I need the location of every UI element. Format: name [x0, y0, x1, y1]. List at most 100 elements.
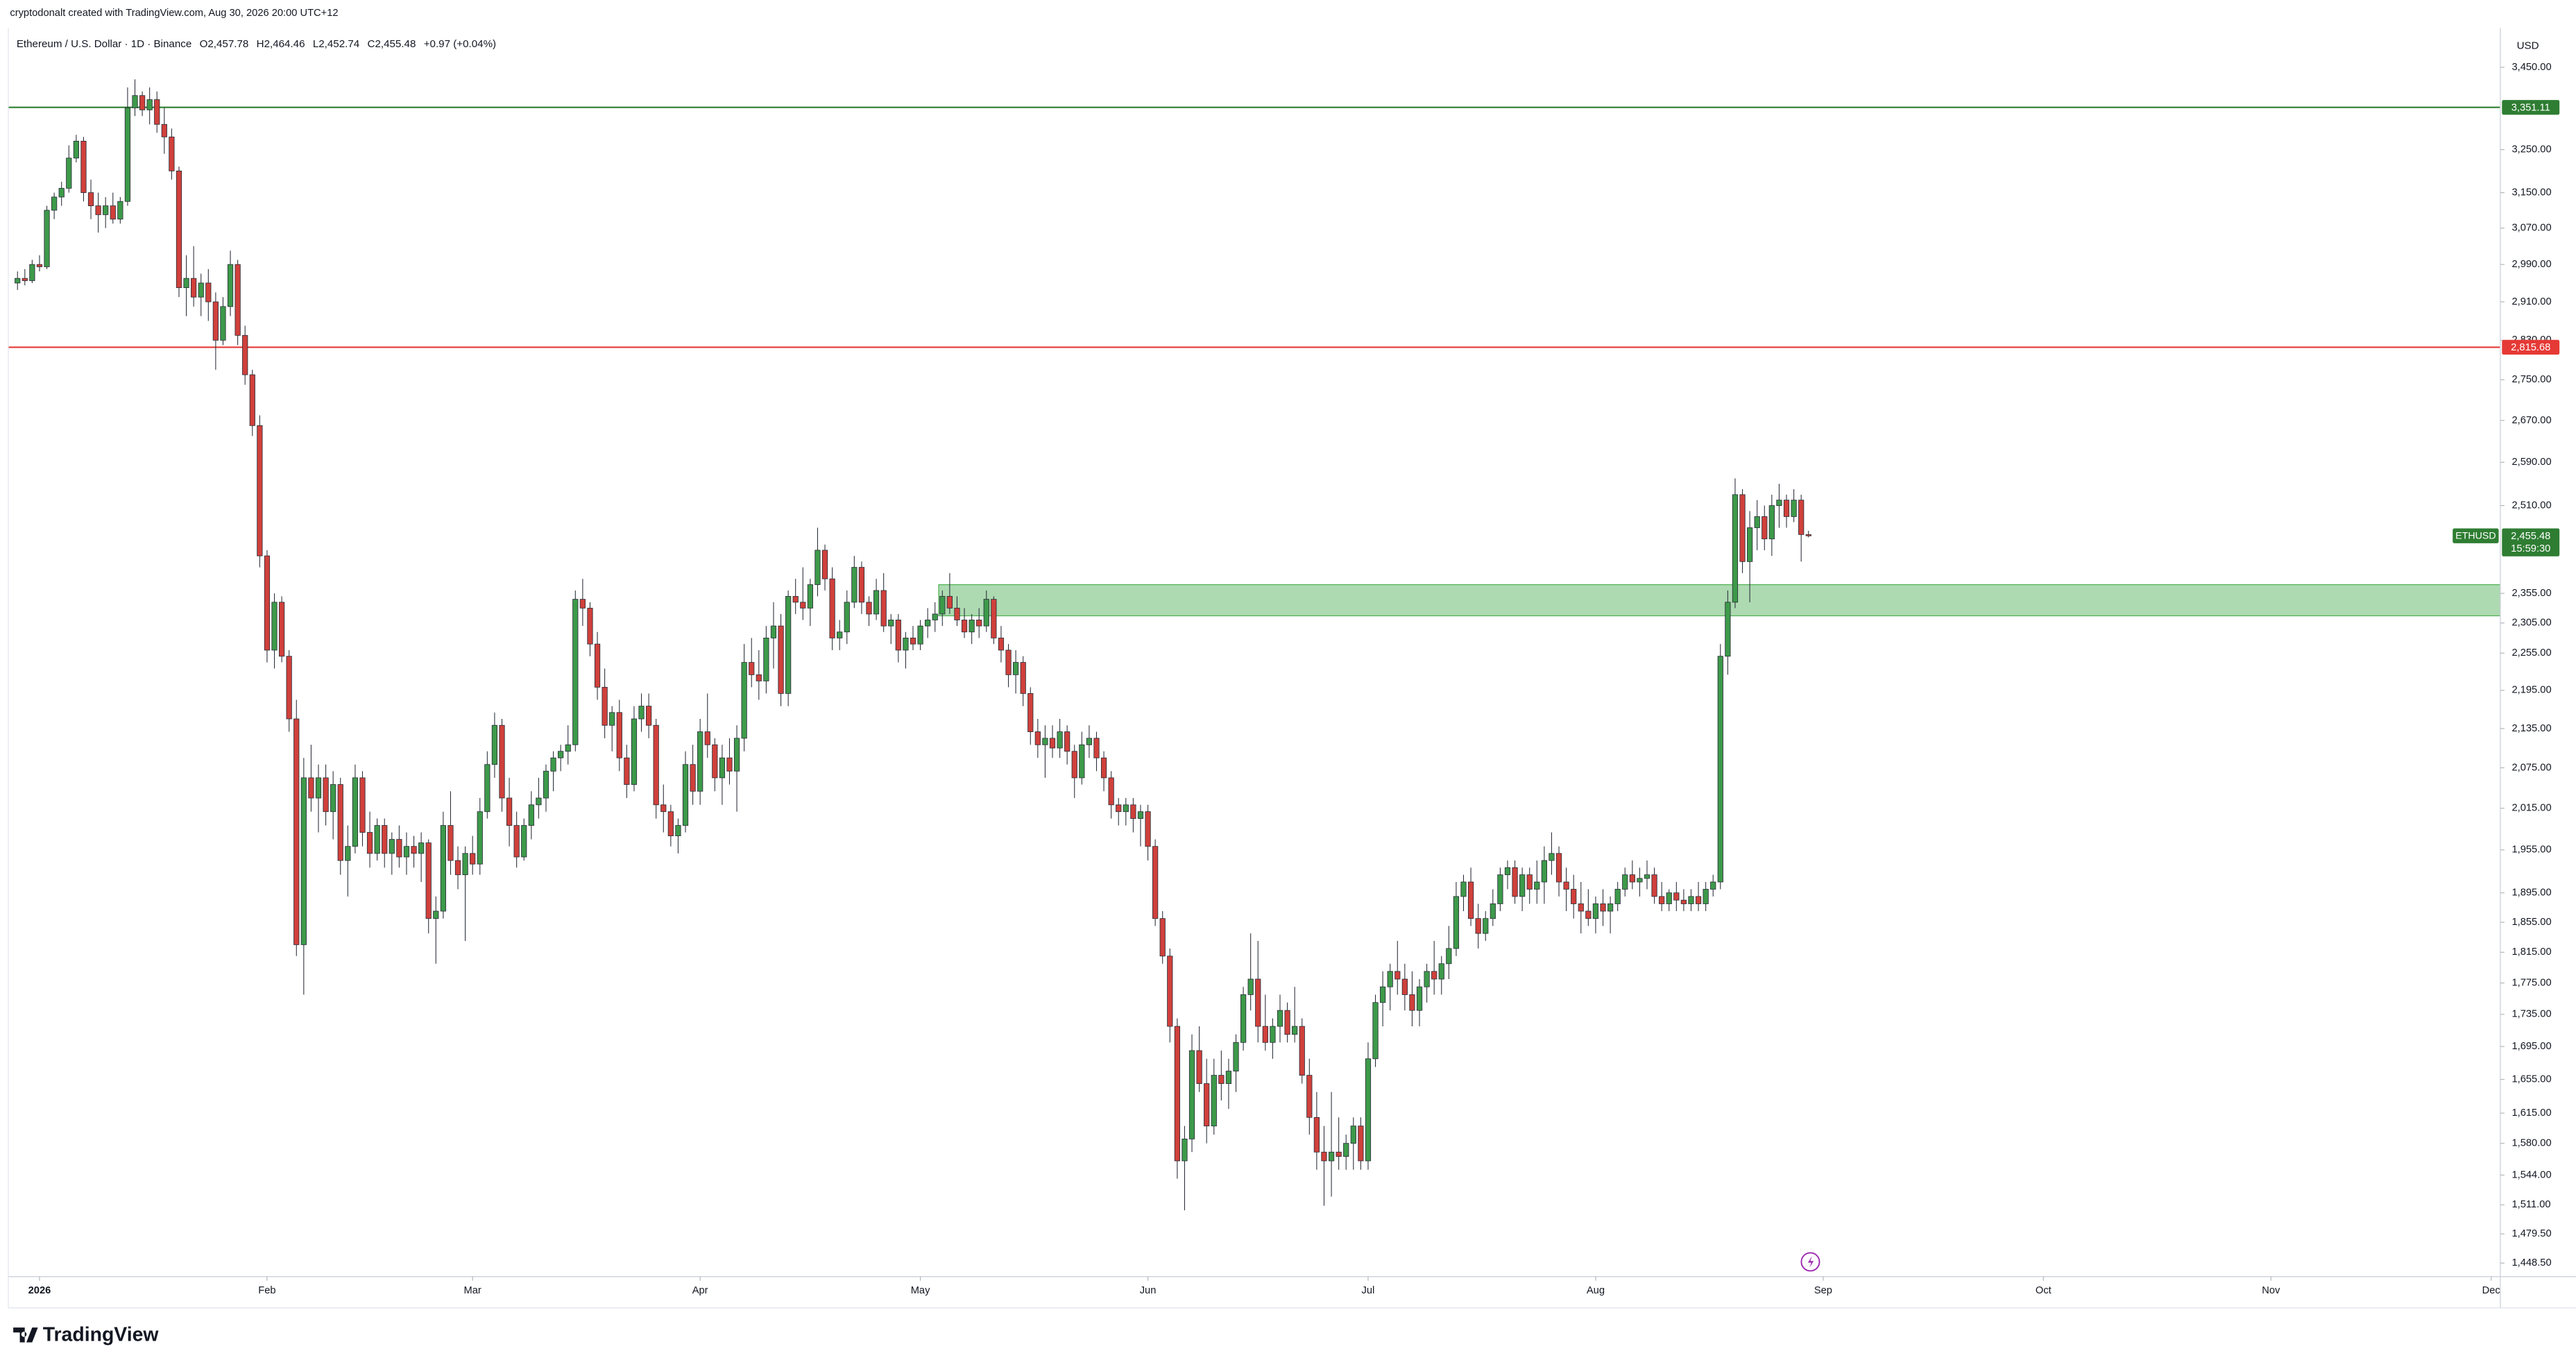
candle-body [1585, 910, 1592, 919]
candle-body [741, 662, 747, 739]
candle-body [1592, 903, 1599, 919]
candle-body [1805, 534, 1811, 536]
candle-body [1490, 903, 1496, 919]
candle-body [257, 425, 263, 557]
candle-body [484, 764, 491, 813]
candle-body [176, 170, 182, 289]
candle-body [1629, 874, 1635, 883]
y-tick-label: 1,544.00 [2512, 1169, 2552, 1180]
candle-body [954, 607, 960, 620]
candle-body [278, 602, 285, 657]
attribution: cryptodonalt created with TradingView.co… [10, 8, 338, 19]
candle-body [1145, 811, 1151, 847]
candle-body [1204, 1083, 1210, 1127]
candle-body [1137, 811, 1144, 820]
candle-body [249, 374, 255, 426]
candle-body [1255, 978, 1261, 1027]
candle-body [521, 825, 527, 858]
candle-body [991, 599, 997, 638]
candle-body [653, 724, 659, 806]
candle-body [1116, 804, 1122, 813]
candle-body [1695, 896, 1702, 904]
candle-body [536, 797, 542, 806]
candle-body [1057, 731, 1063, 749]
candle-body [1519, 874, 1526, 897]
candle-body [352, 777, 359, 847]
candle-body [1387, 971, 1393, 987]
candle-body [1196, 1050, 1202, 1084]
candle-body [917, 625, 923, 645]
event-bolt [1807, 1256, 1814, 1268]
y-tick-label: 2,015.00 [2512, 803, 2552, 814]
candle-body [1306, 1075, 1313, 1118]
candle-body [594, 643, 601, 688]
candle-body [382, 825, 388, 854]
support-zone [938, 584, 2501, 617]
candle-body [1416, 986, 1423, 1011]
candle-body [73, 140, 79, 159]
candle-body [1027, 693, 1034, 732]
candle-body [792, 595, 799, 603]
candle-body [1637, 878, 1643, 883]
candle-body [1401, 978, 1408, 995]
candle-body [264, 555, 271, 651]
candle-body [866, 602, 872, 615]
candle-body [903, 638, 909, 651]
candle-body [1188, 1050, 1195, 1139]
candle-body [36, 264, 43, 267]
candle-body [719, 757, 726, 779]
candle-body [1292, 1026, 1298, 1035]
candle-body [851, 567, 858, 603]
candle-body [1336, 1151, 1342, 1157]
candle-body [300, 777, 307, 945]
candle-body [1798, 500, 1805, 535]
y-tick-label: 1,695.00 [2512, 1041, 2552, 1052]
y-tick-label: 2,255.00 [2512, 647, 2552, 659]
candle-body [1526, 874, 1533, 890]
y-tick-label: 1,735.00 [2512, 1009, 2552, 1020]
candle-body [132, 95, 138, 108]
y-tick-label: 2,510.00 [2512, 500, 2552, 511]
candle-body [910, 638, 916, 645]
candle-body [528, 804, 534, 826]
symbol-title: Ethereum / U.S. Dollar · 1D · Binance [17, 38, 191, 50]
x-tick-label: Oct [2036, 1285, 2052, 1296]
x-tick-label: 2026 [28, 1285, 51, 1296]
candle-body [829, 578, 835, 638]
candle-body [1182, 1138, 1188, 1162]
candle-body [888, 620, 894, 627]
candle-body [198, 282, 204, 298]
level-price-box [2502, 339, 2560, 355]
candle-body [814, 550, 821, 585]
candle-body [1284, 1010, 1290, 1035]
candle-body [1071, 751, 1077, 779]
candle-body [1563, 881, 1569, 890]
candle-body [638, 706, 645, 720]
candle-body [1549, 853, 1555, 861]
candle-body [1152, 846, 1159, 919]
candle-body [66, 158, 72, 189]
candle-body [1086, 738, 1093, 745]
candle-body [403, 846, 410, 858]
candle-body [440, 825, 446, 912]
candle-body [565, 744, 571, 752]
candle-body [1365, 1058, 1372, 1162]
candle-body [146, 99, 153, 110]
candle-body [103, 205, 109, 215]
y-tick-label: 1,815.00 [2512, 946, 2552, 958]
plot-area [8, 79, 2501, 1211]
candle-body [925, 620, 931, 627]
candle-body [1005, 649, 1012, 675]
candle-body [1159, 918, 1166, 957]
legend-low: L2,452.74 [313, 38, 359, 50]
candle-body [756, 674, 762, 681]
candle-body [733, 738, 740, 772]
candle-body [117, 201, 123, 220]
candle-body [1651, 874, 1657, 897]
x-tick-label: May [911, 1285, 930, 1296]
candle-body [1313, 1116, 1320, 1153]
x-tick-label: Dec [2482, 1285, 2500, 1296]
symbol-label: ETHUSD [2455, 531, 2496, 542]
